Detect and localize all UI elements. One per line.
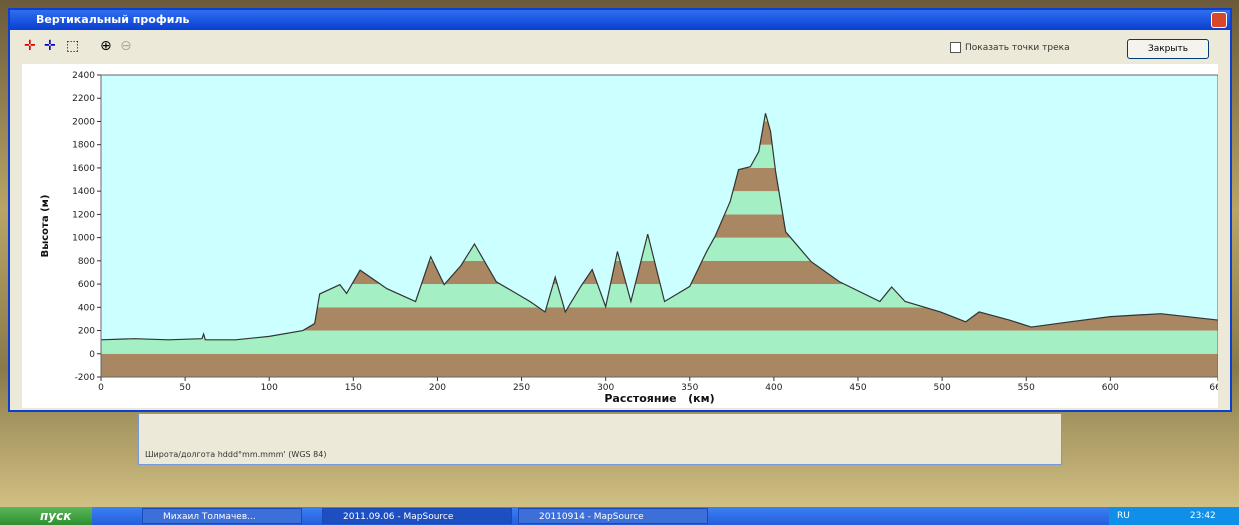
y-tick-label: 2000 [72, 117, 95, 127]
y-tick-label: 400 [78, 303, 95, 313]
task-button[interactable]: 2011.09.06 - MapSource [322, 508, 512, 524]
x-tick-label: 400 [765, 383, 782, 393]
y-tick-label: 1000 [72, 234, 95, 244]
tool-select[interactable]: ✛ [44, 38, 56, 54]
elevation-band [101, 354, 1218, 377]
task-button[interactable]: 20110914 - MapSource [518, 508, 708, 524]
tray: RU 23:42 [1109, 507, 1239, 525]
checkbox-label: Показать точки трека [965, 43, 1070, 53]
y-tick-label: 0 [89, 350, 95, 360]
desktop: Широта/долгота hddd°mm.mmm' (WGS 84) Вер… [0, 0, 1239, 525]
close-button[interactable]: Закрыть [1127, 39, 1209, 59]
x-tick-label: 500 [934, 383, 951, 393]
status-text: Широта/долгота hddd°mm.mmm' (WGS 84) [145, 450, 326, 459]
window-title: Вертикальный профиль [10, 10, 1230, 30]
y-axis-label: Высота (м) [40, 195, 51, 258]
y-tick-label: 2400 [72, 71, 95, 81]
chart: -200020040060080010001200140016001800200… [22, 64, 1218, 408]
y-tick-label: -200 [75, 373, 96, 383]
x-tick-label: 450 [849, 383, 866, 393]
y-tick-label: 2200 [72, 94, 95, 104]
language: RU [1117, 511, 1130, 521]
show-points-checkbox[interactable]: Показать точки трека [950, 42, 1070, 53]
x-tick-label: 50 [179, 383, 191, 393]
taskbar: пуск Михаил Толмачев... 2011.09.06 - Map… [0, 507, 1239, 525]
x-tick-label: 200 [429, 383, 446, 393]
tool-zoom-out[interactable]: ⊖ [120, 38, 132, 54]
x-tick-label: 550 [1018, 383, 1035, 393]
x-tick-label: 100 [261, 383, 278, 393]
x-tick-label: 150 [345, 383, 362, 393]
clock: 23:42 [1190, 511, 1216, 521]
y-tick-label: 200 [78, 327, 95, 337]
y-tick-label: 1600 [72, 164, 95, 174]
tool-zoom-in[interactable]: ⊕ [100, 38, 112, 54]
task-button[interactable]: Михаил Толмачев... [142, 508, 302, 524]
start-button[interactable]: пуск [0, 507, 92, 525]
x-tick-label: 664 [1209, 383, 1218, 393]
x-tick-label: 250 [513, 383, 530, 393]
y-tick-label: 800 [78, 257, 95, 267]
y-tick-label: 1400 [72, 187, 95, 197]
profile-window: Вертикальный профиль ✛ ✛ ⬚ ⊕ ⊖ Показать … [8, 8, 1232, 412]
y-tick-label: 1800 [72, 141, 95, 151]
x-axis-label: Расстояние (км) [604, 392, 714, 405]
y-tick-label: 600 [78, 280, 95, 290]
x-tick-label: 600 [1102, 383, 1119, 393]
tool-cursor[interactable]: ✛ [24, 38, 36, 54]
y-tick-label: 1200 [72, 210, 95, 220]
tool-zoom-box[interactable]: ⬚ [66, 38, 79, 54]
x-tick-label: 0 [98, 383, 104, 393]
close-x[interactable] [1211, 12, 1227, 28]
